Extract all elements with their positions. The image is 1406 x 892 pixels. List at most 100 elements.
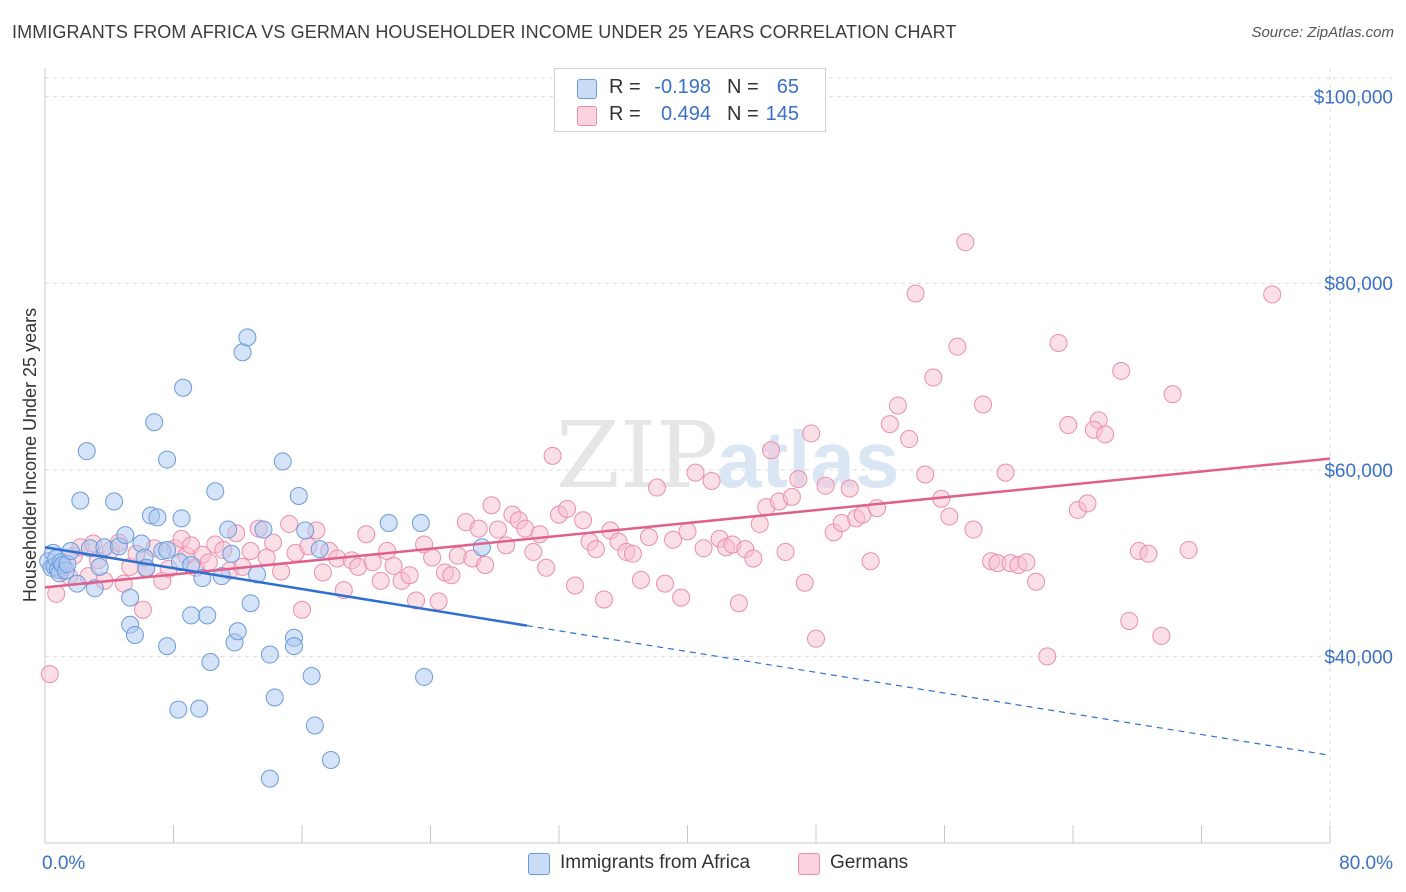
data-point-germans <box>672 588 691 607</box>
data-point-germans <box>400 566 419 585</box>
data-point-germans <box>1120 611 1139 630</box>
data-point-germans <box>1263 285 1282 304</box>
data-point-immigrants-from-africa <box>125 625 144 644</box>
data-point-germans <box>702 472 721 491</box>
data-point-germans <box>469 519 488 538</box>
x-tick-label-min: 0.0% <box>42 853 85 874</box>
data-point-immigrants-from-africa <box>158 541 177 560</box>
y-tick-label: $100,000 <box>1314 88 1393 109</box>
data-point-germans <box>807 629 825 648</box>
data-point-immigrants-from-africa <box>273 452 292 471</box>
data-point-germans <box>384 556 403 575</box>
data-point-germans <box>631 570 650 589</box>
data-point-germans <box>789 470 808 489</box>
data-point-germans <box>488 520 507 539</box>
trend-lines <box>44 457 1331 756</box>
data-point-germans <box>948 337 967 356</box>
data-point-immigrants-from-africa <box>145 413 164 432</box>
axes <box>44 68 1331 844</box>
data-point-germans <box>686 463 705 482</box>
legend-swatch-blue <box>528 853 550 875</box>
data-point-germans <box>964 520 983 539</box>
legend-label: Immigrants from Africa <box>560 852 751 873</box>
data-point-immigrants-from-africa <box>310 540 329 559</box>
y-axis-label: Householder Income Under 25 years <box>20 308 40 602</box>
data-point-germans <box>1059 416 1078 435</box>
data-point-germans <box>647 478 666 497</box>
data-point-germans <box>744 549 763 568</box>
data-point-germans <box>566 576 585 595</box>
grid <box>45 68 1392 843</box>
y-tick-label: $60,000 <box>1324 461 1393 482</box>
data-point-immigrants-from-africa <box>260 645 279 664</box>
data-point-immigrants-from-africa <box>321 750 340 769</box>
data-point-germans <box>429 592 448 611</box>
data-point-immigrants-from-africa <box>233 343 252 362</box>
data-point-immigrants-from-africa <box>284 637 303 656</box>
data-point-germans <box>996 463 1015 482</box>
data-point-germans <box>476 555 495 574</box>
data-point-germans <box>133 600 152 619</box>
data-point-immigrants-from-africa <box>121 588 140 607</box>
data-point-immigrants-from-africa <box>219 520 238 539</box>
y-tick-label: $80,000 <box>1324 274 1393 295</box>
data-point-immigrants-from-africa <box>77 442 96 461</box>
data-point-germans <box>623 544 642 563</box>
data-point-germans <box>639 528 658 546</box>
data-point-germans <box>762 441 781 460</box>
data-point-germans <box>482 496 501 515</box>
data-point-germans <box>1027 572 1046 591</box>
data-point-germans <box>1139 544 1158 563</box>
tick-labels: $40,000 $60,000 $80,000 $100,000 0.0% 80.0% <box>42 88 1393 874</box>
data-point-germans <box>974 395 993 414</box>
data-point-germans <box>524 542 543 561</box>
data-point-germans <box>861 552 880 571</box>
data-point-immigrants-from-africa <box>260 769 279 788</box>
data-point-germans <box>888 396 907 415</box>
data-point-germans <box>423 548 442 567</box>
data-point-germans <box>940 507 959 526</box>
trend-line-immigrants-from-africa <box>44 546 528 627</box>
chart-title: IMMIGRANTS FROM AFRICA VS GERMAN HOUSEHO… <box>12 22 957 42</box>
n-label: N = <box>727 76 759 98</box>
data-point-immigrants-from-africa <box>472 538 491 557</box>
data-point-germans <box>776 542 795 561</box>
data-point-germans <box>280 514 299 533</box>
data-point-germans <box>586 540 605 559</box>
data-point-germans <box>1112 361 1131 380</box>
data-point-germans <box>956 233 975 252</box>
source-label: Source: ZipAtlas.com <box>1251 24 1394 41</box>
data-point-germans <box>816 476 835 495</box>
data-point-germans <box>574 511 593 530</box>
data-point-immigrants-from-africa <box>238 328 257 347</box>
data-point-immigrants-from-africa <box>158 450 177 469</box>
data-point-germans <box>1152 626 1171 645</box>
data-point-germans <box>1179 541 1198 560</box>
data-point-germans <box>729 594 748 613</box>
n-value: 65 <box>776 76 799 98</box>
data-point-germans <box>537 558 556 577</box>
data-point-germans <box>880 415 899 434</box>
data-point-immigrants-from-africa <box>305 716 324 735</box>
data-point-germans <box>900 430 919 449</box>
data-point-germans <box>664 530 683 549</box>
data-point-germans <box>1078 494 1097 513</box>
data-point-germans <box>407 591 426 610</box>
data-point-immigrants-from-africa <box>182 606 201 625</box>
data-point-germans <box>543 446 562 465</box>
data-point-germans <box>1049 333 1068 352</box>
data-point-germans <box>241 541 260 560</box>
legend-row-blue: R = -0.198 N = 65 <box>555 73 825 101</box>
data-point-immigrants-from-africa <box>222 544 241 563</box>
data-point-germans <box>293 600 311 619</box>
data-point-germans <box>558 500 577 519</box>
data-point-immigrants-from-africa <box>190 699 209 718</box>
data-point-germans <box>40 665 59 684</box>
legend-swatch-pink <box>798 853 820 875</box>
data-point-immigrants-from-africa <box>105 492 124 511</box>
data-point-immigrants-from-africa <box>302 667 321 686</box>
x-tick-label-max: 80.0% <box>1339 853 1393 874</box>
data-point-immigrants-from-africa <box>296 521 315 540</box>
data-point-germans <box>1038 647 1057 666</box>
data-point-immigrants-from-africa <box>411 514 430 533</box>
